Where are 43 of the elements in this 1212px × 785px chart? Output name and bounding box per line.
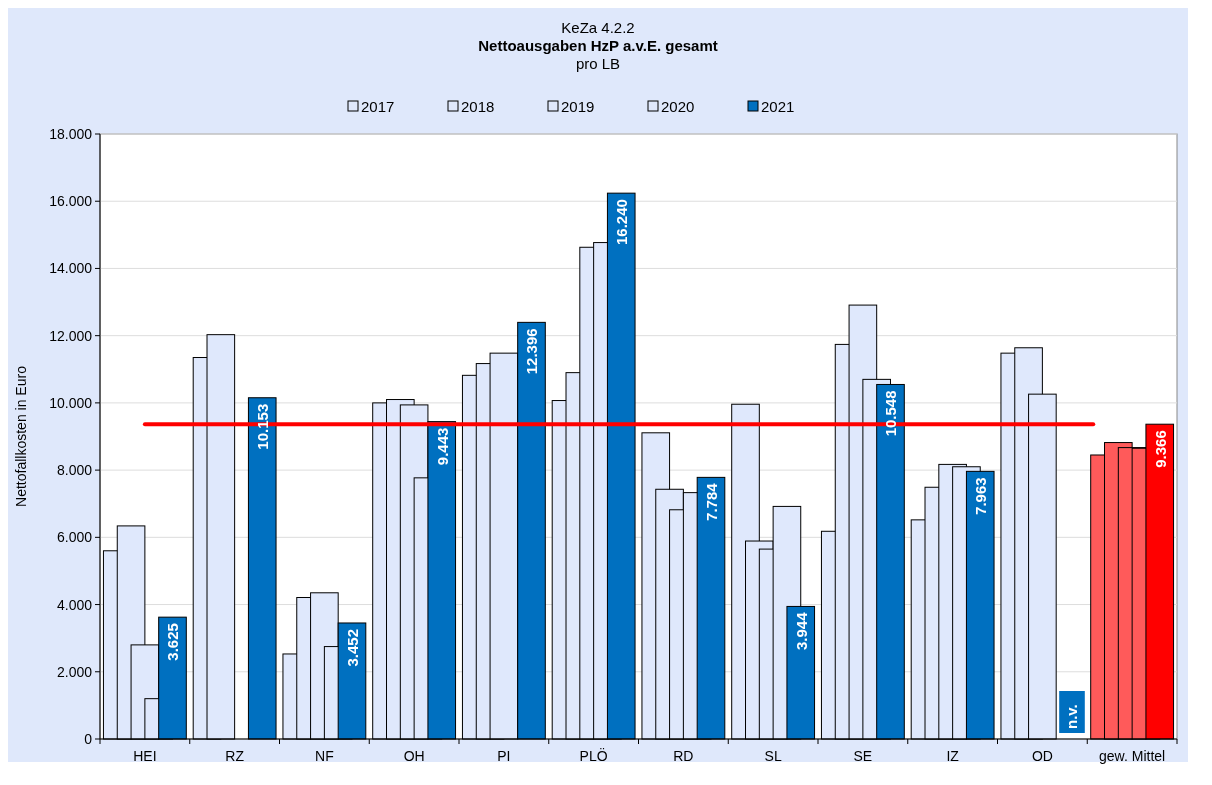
y-tick-label: 4.000 <box>56 596 93 613</box>
text: KeZa 4.2.2 <box>561 19 635 36</box>
y-tick-label: 14.000 <box>49 260 93 277</box>
y-tick-label: 12.000 <box>49 327 93 344</box>
x-tick-label: gew. Mittel <box>1099 748 1166 764</box>
y-axis-title: Nettofallkosten in Euro <box>13 365 29 507</box>
x-tick-label: NF <box>315 748 334 764</box>
x-tick-label: OH <box>403 748 425 764</box>
legend-label: 2021 <box>761 98 795 115</box>
chart-subtitle: pro LB <box>575 55 621 72</box>
data-label: 3.452 <box>343 628 361 667</box>
x-tick-label: PLÖ <box>579 747 608 764</box>
x-tick-label: IZ <box>946 748 960 764</box>
data-label: 16.240 <box>613 199 631 246</box>
data-label: 10.548 <box>882 390 900 437</box>
data-label: 7.784 <box>702 482 720 521</box>
chart-title: Nettoausgaben HzP a.v.E. gesamt <box>478 37 718 54</box>
y-tick-label: 10.000 <box>49 394 93 411</box>
x-tick-label: RD <box>673 748 694 764</box>
text: n.v. <box>1062 704 1080 729</box>
x-tick-label: HEI <box>133 748 157 764</box>
y-tick-label: 2.000 <box>56 663 93 680</box>
data-label: 7.963 <box>972 477 990 515</box>
y-tick-label: 6.000 <box>56 529 93 546</box>
x-tick-label: PI <box>497 748 511 764</box>
data-label: 9.443 <box>433 427 451 466</box>
y-tick-label: 16.000 <box>49 193 93 210</box>
x-tick-label: RZ <box>225 748 245 764</box>
data-label: 10.153 <box>254 403 272 450</box>
y-tick-label: 8.000 <box>56 462 93 479</box>
legend-label: 2018 <box>461 98 495 115</box>
x-tick-label: OD <box>1031 748 1053 764</box>
legend-label: 2020 <box>661 98 695 115</box>
y-tick-label: 0 <box>84 731 93 747</box>
x-tick-label: SE <box>853 748 873 764</box>
data-label: 9.366 <box>1151 430 1169 468</box>
data-label: 3.625 <box>164 623 182 661</box>
x-tick-label: SL <box>764 748 782 764</box>
data-label: 3.944 <box>792 611 810 650</box>
legend-label: 2019 <box>561 98 595 115</box>
legend-label: 2017 <box>361 98 395 115</box>
data-label: 12.396 <box>523 328 541 375</box>
y-tick-label: 18.000 <box>49 126 93 142</box>
